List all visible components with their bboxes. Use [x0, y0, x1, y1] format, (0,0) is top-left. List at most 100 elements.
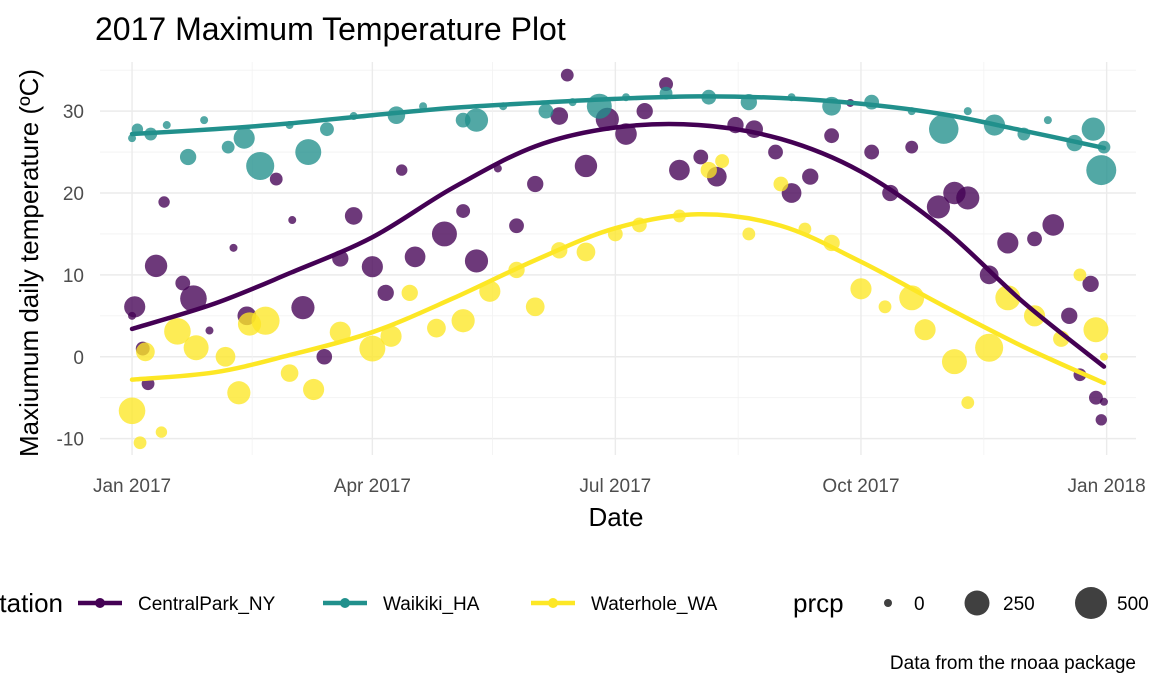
data-point [1023, 305, 1046, 327]
data-point [377, 284, 394, 302]
data-point [464, 108, 489, 132]
data-point [538, 103, 554, 119]
data-point [155, 426, 168, 438]
data-point [963, 107, 972, 116]
data-point [221, 140, 235, 154]
x-tick-label: Jan 2017 [93, 476, 171, 497]
colour-legend-title: station [0, 588, 63, 618]
data-point [233, 127, 255, 149]
data-point [144, 254, 168, 278]
data-point [288, 216, 297, 225]
data-point [715, 154, 730, 169]
chart-title: 2017 Maximum Temperature Plot [95, 11, 566, 47]
data-point [229, 243, 238, 252]
x-tick-label: Oct 2017 [822, 476, 899, 497]
data-point [280, 364, 299, 382]
data-point [997, 232, 1019, 254]
data-point [133, 436, 147, 450]
data-point [464, 249, 489, 273]
data-point [246, 151, 275, 181]
y-tick-label: 30 [63, 102, 84, 123]
y-tick-label: 10 [63, 266, 84, 287]
data-point [1082, 275, 1099, 293]
data-point [361, 256, 383, 278]
data-point [200, 116, 209, 125]
data-point [636, 102, 653, 120]
data-point [158, 196, 170, 208]
data-point [180, 285, 207, 312]
data-point [183, 335, 209, 361]
data-point [905, 140, 919, 154]
x-axis-title: Date [589, 502, 644, 532]
legend-key-point [340, 598, 350, 608]
data-point [802, 168, 819, 185]
data-point [509, 218, 524, 234]
data-point [451, 309, 475, 333]
smooth-line [129, 212, 1107, 386]
legend: station CentralPark_NY Waikiki_HA Waterhole… [0, 587, 1149, 619]
data-point [979, 265, 999, 285]
legend-label: CentralPark_NY [138, 594, 276, 615]
data-point [878, 300, 892, 314]
smooth-line [129, 121, 1107, 369]
data-point [136, 342, 155, 362]
data-point [401, 284, 418, 302]
legend-key-point [95, 598, 105, 608]
data-point [1099, 352, 1108, 361]
data-point [1061, 307, 1078, 324]
size-legend-key [884, 599, 892, 607]
data-point [941, 349, 967, 375]
data-point [303, 378, 325, 401]
smooth-line [129, 94, 1107, 151]
data-point [215, 346, 236, 367]
x-tick-label: Apr 2017 [334, 476, 411, 497]
data-point [574, 154, 598, 178]
legend-label: Waterhole_WA [591, 594, 718, 615]
size-legend-label: 0 [914, 594, 925, 615]
data-point [175, 275, 191, 291]
data-point [527, 175, 544, 193]
data-point [1095, 414, 1107, 426]
y-tick-label: 0 [73, 348, 84, 369]
data-point [576, 242, 596, 262]
data-point [205, 326, 214, 335]
data-point [864, 144, 880, 160]
size-legend-key [1075, 587, 1107, 619]
size-legend-title: prcp [793, 588, 844, 618]
data-point [227, 381, 251, 405]
size-legend-key [964, 590, 990, 616]
data-point [329, 321, 351, 343]
x-tick-label: Jan 2018 [1068, 476, 1146, 497]
data-point [742, 227, 756, 241]
data-point [359, 335, 386, 362]
caption: Data from the rnoaa package [890, 653, 1136, 674]
data-point [1086, 155, 1117, 186]
smooth-lines [129, 94, 1107, 386]
data-point [669, 159, 690, 181]
data-point [320, 122, 334, 137]
data-point [404, 246, 426, 268]
data-point [824, 128, 840, 144]
data-point [550, 107, 569, 125]
data-point [316, 348, 333, 365]
size-legend-label: 500 [1117, 594, 1149, 615]
y-tick-label: -10 [57, 430, 84, 451]
data-point [560, 68, 574, 82]
legend-label: Waikiki_HA [383, 594, 480, 615]
data-point [344, 207, 363, 225]
data-point [700, 161, 717, 179]
data-point [961, 396, 975, 409]
data-point [396, 164, 408, 176]
data-point [164, 318, 191, 345]
data-point [975, 333, 1004, 362]
data-point [659, 77, 674, 92]
data-point [693, 149, 709, 165]
y-axis-title: Maxiumum daily temperature (ºC) [14, 69, 44, 457]
x-tick-label: Jul 2017 [579, 476, 651, 497]
data-point [179, 148, 197, 166]
data-point [431, 221, 457, 247]
legend-key-point [548, 598, 558, 608]
data-point [1089, 390, 1103, 405]
axis-ticks: -10 0 10 20 30 Jan 2017 Apr 2017 Jul 2017 Oct 20… [57, 102, 1146, 497]
